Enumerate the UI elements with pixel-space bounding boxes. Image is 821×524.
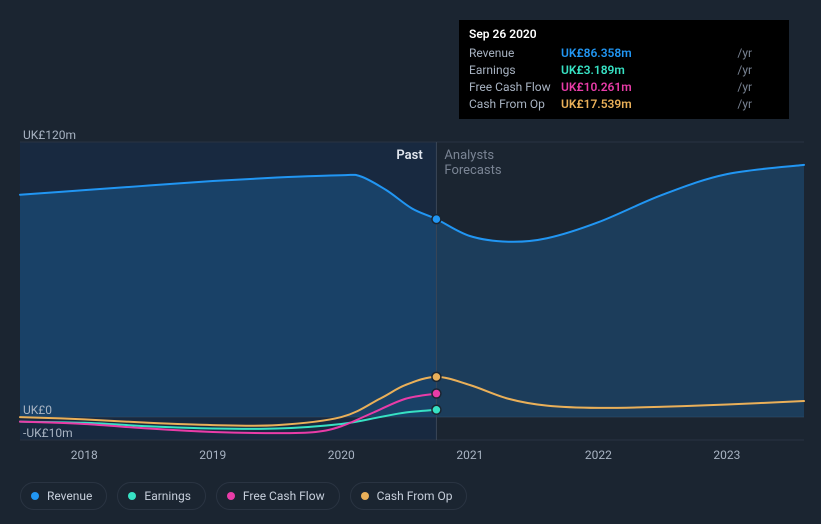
tooltip-row-value: UK£86.358m — [561, 45, 733, 62]
tooltip-row: Cash From OpUK£17.539m/yr — [469, 96, 779, 113]
tooltip-row-value: UK£10.261m — [561, 79, 733, 96]
legend-item-label: Revenue — [47, 489, 92, 503]
x-tick-label: 2018 — [71, 448, 98, 462]
tooltip-table: RevenueUK£86.358m/yrEarningsUK£3.189m/yr… — [469, 45, 779, 113]
tooltip-row-unit: /yr — [733, 45, 779, 62]
tooltip-row-unit: /yr — [733, 79, 779, 96]
tooltip-row-label: Earnings — [469, 62, 561, 79]
x-tick-label: 2019 — [199, 448, 226, 462]
x-tick-label: 2023 — [713, 448, 740, 462]
tooltip-row: EarningsUK£3.189m/yr — [469, 62, 779, 79]
tooltip-row-value: UK£17.539m — [561, 96, 733, 113]
tooltip-row-label: Revenue — [469, 45, 561, 62]
chart-legend: Revenue Earnings Free Cash Flow Cash From O… — [20, 482, 467, 510]
y-tick-label: -UK£10m — [23, 426, 73, 440]
legend-dot-icon — [128, 492, 136, 500]
legend-dot-icon — [31, 492, 39, 500]
legend-item-label: Cash From Op — [377, 489, 453, 503]
x-tick-label: 2022 — [585, 448, 612, 462]
legend-item-label: Free Cash Flow — [243, 489, 325, 503]
legend-dot-icon — [361, 492, 369, 500]
tooltip-row-unit: /yr — [733, 96, 779, 113]
y-tick-label: UK£0 — [23, 403, 52, 417]
tooltip-row-unit: /yr — [733, 62, 779, 79]
hover-tooltip: Sep 26 2020 RevenueUK£86.358m/yrEarnings… — [459, 20, 789, 119]
y-tick-label: UK£120m — [23, 128, 76, 142]
legend-item-earnings[interactable]: Earnings — [117, 482, 206, 510]
tooltip-row-label: Cash From Op — [469, 96, 561, 113]
legend-item-revenue[interactable]: Revenue — [20, 482, 107, 510]
legend-item-label: Earnings — [144, 489, 191, 503]
tooltip-row: RevenueUK£86.358m/yr — [469, 45, 779, 62]
legend-item-fcf[interactable]: Free Cash Flow — [216, 482, 340, 510]
legend-item-cfo[interactable]: Cash From Op — [350, 482, 468, 510]
tooltip-row: Free Cash FlowUK£10.261m/yr — [469, 79, 779, 96]
tooltip-row-value: UK£3.189m — [561, 62, 733, 79]
tooltip-row-label: Free Cash Flow — [469, 79, 561, 96]
x-tick-label: 2020 — [328, 448, 355, 462]
tooltip-date: Sep 26 2020 — [469, 26, 779, 43]
legend-dot-icon — [227, 492, 235, 500]
x-tick-label: 2021 — [456, 448, 483, 462]
